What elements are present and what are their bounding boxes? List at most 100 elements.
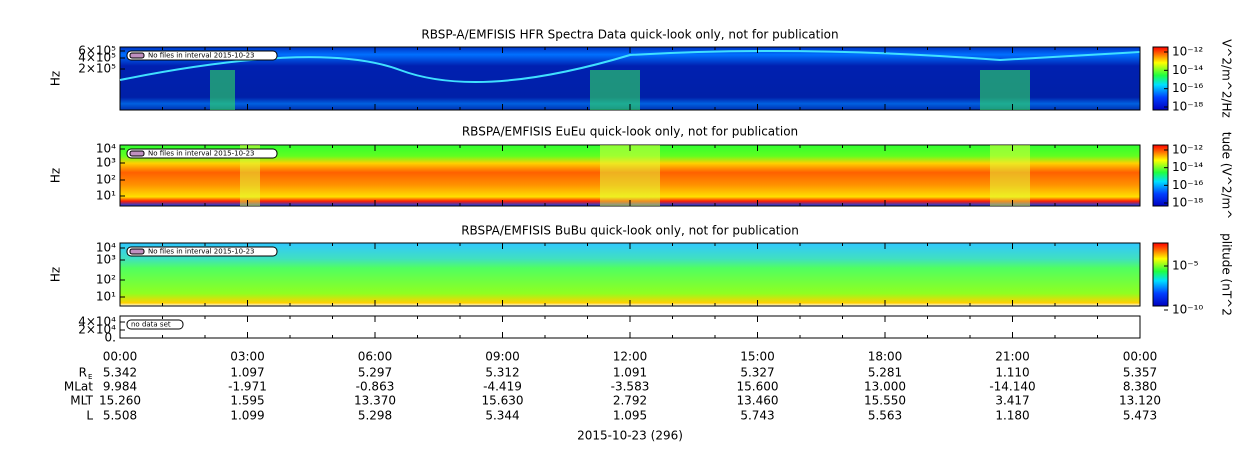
spectrogram bbox=[119, 242, 1141, 307]
burst bbox=[210, 70, 235, 110]
row-value: -14.140 bbox=[989, 380, 1035, 394]
colorbar-label: V^2/m^2/Hz bbox=[1220, 39, 1234, 118]
time-label: 03:00 bbox=[230, 350, 265, 364]
row-value: 5.297 bbox=[358, 366, 392, 380]
row-value: 13.120 bbox=[1119, 394, 1161, 408]
row-value: 5.327 bbox=[740, 366, 774, 380]
row-label: MLT bbox=[70, 394, 93, 408]
y-tick-label: 10² bbox=[96, 273, 116, 287]
y-tick-label: 2×10⁵ bbox=[78, 62, 116, 76]
time-label: 18:00 bbox=[868, 350, 903, 364]
y-tick-label: 10³ bbox=[96, 253, 116, 267]
note-box bbox=[126, 50, 278, 61]
time-label: 06:00 bbox=[358, 350, 393, 364]
time-label: 00:00 bbox=[103, 350, 138, 364]
date-label: 2015-10-23 (296) bbox=[577, 429, 683, 443]
row-value: -4.419 bbox=[483, 380, 522, 394]
note: No files in interval 2015-10-23 bbox=[148, 52, 254, 60]
y-label: Hz bbox=[49, 71, 63, 86]
row-value: -0.863 bbox=[356, 380, 395, 394]
time-label: 21:00 bbox=[995, 350, 1030, 364]
row-value: 5.473 bbox=[1123, 409, 1157, 423]
y-label: Hz bbox=[49, 267, 63, 282]
note: No files in interval 2015-10-23 bbox=[148, 248, 254, 256]
row-value: 13.460 bbox=[737, 394, 779, 408]
row-value: 15.600 bbox=[737, 380, 779, 394]
panel-title: RBSP-A/EMFISIS HFR Spectra Data quick-lo… bbox=[421, 28, 838, 42]
colorbar-tick-label: 10⁻¹⁶ bbox=[1172, 178, 1203, 192]
row-label-sub: E bbox=[88, 373, 92, 381]
row-value: 15.550 bbox=[864, 394, 906, 408]
burst bbox=[600, 145, 660, 206]
time-label: 15:00 bbox=[740, 350, 775, 364]
row-value: 5.344 bbox=[485, 409, 519, 423]
y-tick-label: 0. bbox=[105, 331, 116, 345]
colorbar-tick-label: 10⁻¹⁸ bbox=[1172, 196, 1203, 210]
colorbar-tick-label: 10⁻¹⁰ bbox=[1172, 303, 1203, 317]
row-value: -1.971 bbox=[228, 380, 267, 394]
row-value: -3.583 bbox=[611, 380, 650, 394]
burst bbox=[990, 145, 1030, 206]
note-box bbox=[126, 148, 278, 159]
row-value: 1.180 bbox=[995, 409, 1029, 423]
row-value: 5.312 bbox=[485, 366, 519, 380]
panel-title: RBSPA/EMFISIS BuBu quick-look only, not … bbox=[461, 224, 799, 238]
note: no data set bbox=[131, 321, 171, 329]
colorbar-label: tude (V^2/m^ bbox=[1220, 132, 1234, 220]
note-box bbox=[126, 246, 278, 257]
emission-band bbox=[119, 50, 1141, 83]
y-tick-label: 10³ bbox=[96, 156, 116, 170]
note-icon bbox=[129, 52, 145, 59]
row-value: 13.000 bbox=[864, 380, 906, 394]
burst bbox=[590, 70, 640, 110]
y-tick-label: 4×10⁵ bbox=[78, 51, 116, 65]
burst bbox=[980, 70, 1030, 110]
y-tick-label: 10¹ bbox=[96, 189, 116, 203]
row-value: 1.099 bbox=[230, 409, 264, 423]
colorbar-tick-label: 10⁻⁵ bbox=[1172, 259, 1199, 273]
row-value: 1.110 bbox=[995, 366, 1029, 380]
row-value: 13.370 bbox=[354, 394, 396, 408]
colorbar bbox=[1152, 46, 1169, 111]
row-value: 1.097 bbox=[230, 366, 264, 380]
row-label: L bbox=[86, 409, 93, 423]
colorbar-tick-label: 10⁻¹⁴ bbox=[1172, 160, 1203, 174]
note-box bbox=[126, 319, 184, 330]
y-label: Hz bbox=[49, 168, 63, 183]
note-icon bbox=[129, 248, 145, 255]
y-tick-label: 10² bbox=[96, 173, 116, 187]
colorbar-tick-label: 10⁻¹⁸ bbox=[1172, 100, 1203, 114]
row-value: 5.743 bbox=[740, 409, 774, 423]
panel-title: RBSPA/EMFISIS EuEu quick-look only, not … bbox=[462, 125, 798, 139]
row-value: 1.095 bbox=[613, 409, 647, 423]
row-value: 15.260 bbox=[99, 394, 141, 408]
row-value: 1.595 bbox=[230, 394, 264, 408]
time-label: 09:00 bbox=[485, 350, 520, 364]
y-tick-label: 2×10⁴ bbox=[78, 323, 116, 337]
row-value: 9.984 bbox=[103, 380, 137, 394]
y-tick-label: 10¹ bbox=[96, 290, 116, 304]
time-label: 00:00 bbox=[1123, 350, 1158, 364]
colorbar-tick-label: 10⁻¹⁴ bbox=[1172, 63, 1203, 77]
row-value: 5.563 bbox=[868, 409, 902, 423]
row-label: MLat bbox=[64, 380, 93, 394]
y-tick-label: 10⁴ bbox=[96, 241, 116, 255]
colorbar-label: plitude (nT^2 bbox=[1220, 233, 1234, 316]
colorbar-tick-label: 10⁻¹² bbox=[1172, 143, 1203, 157]
colorbar bbox=[1152, 144, 1169, 207]
burst bbox=[240, 145, 260, 206]
row-value: 5.357 bbox=[1123, 366, 1157, 380]
row-value: 2.792 bbox=[613, 394, 647, 408]
y-tick-label: 4×10⁴ bbox=[78, 315, 116, 329]
row-value: 8.380 bbox=[1123, 380, 1157, 394]
y-tick-label: 10⁴ bbox=[96, 142, 116, 156]
colorbar-tick-label: 10⁻¹⁶ bbox=[1172, 81, 1203, 95]
row-value: 1.091 bbox=[613, 366, 647, 380]
time-label: 12:00 bbox=[613, 350, 648, 364]
row-value: 5.281 bbox=[868, 366, 902, 380]
row-value: 3.417 bbox=[995, 394, 1029, 408]
colorbar-tick-label: 10⁻¹² bbox=[1172, 45, 1203, 59]
note-icon bbox=[129, 150, 145, 157]
row-value: 5.342 bbox=[103, 366, 137, 380]
